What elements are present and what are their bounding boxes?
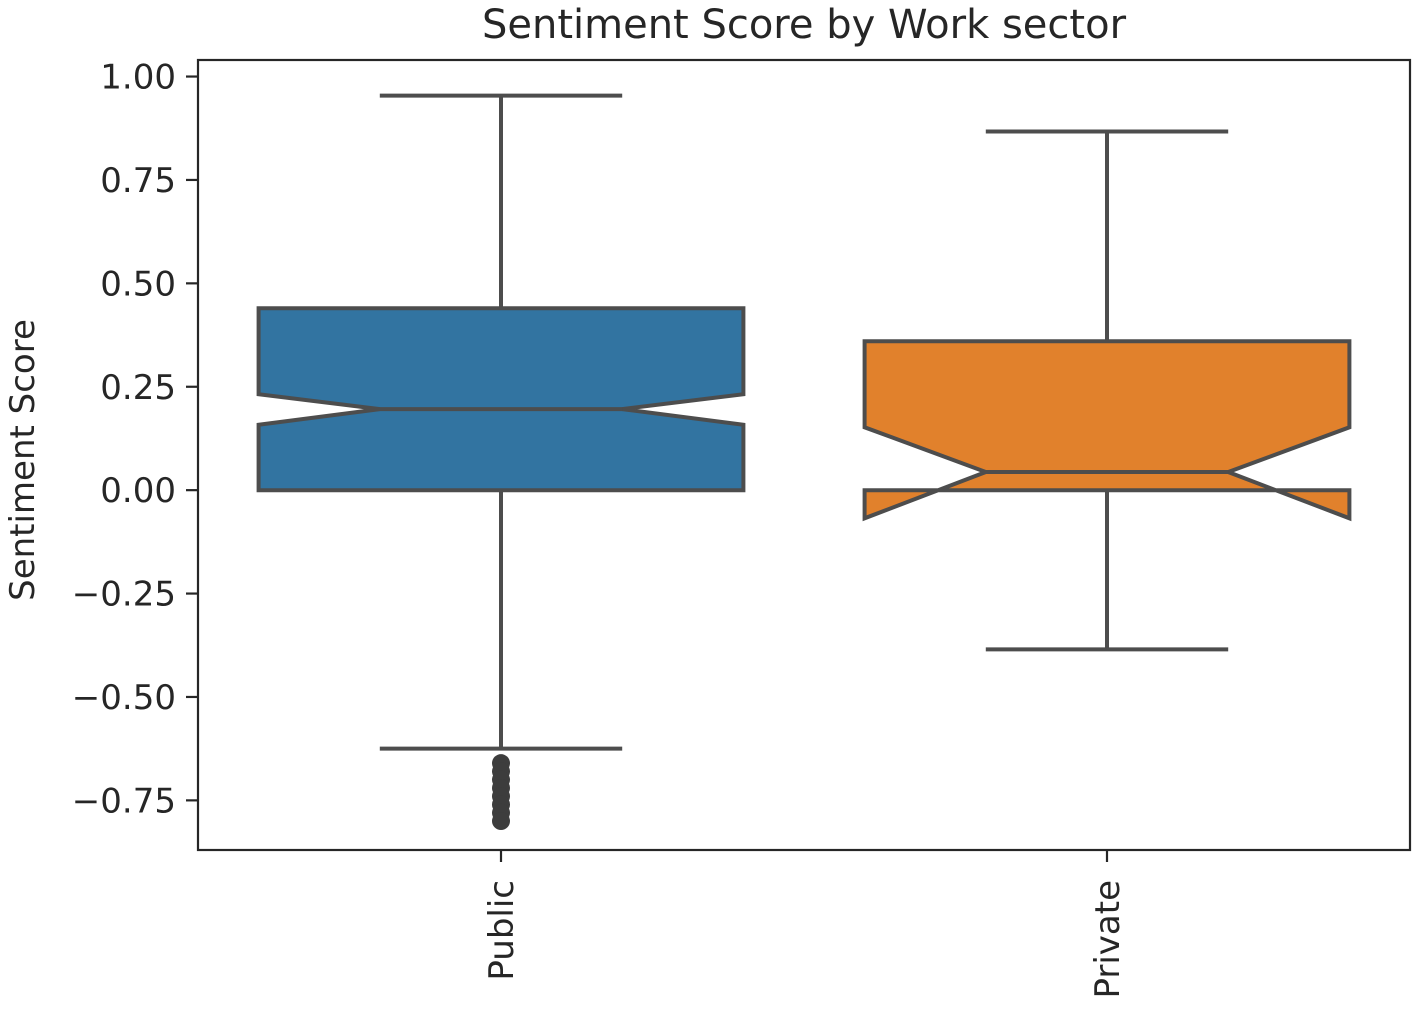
axes-frame [196, 58, 1412, 852]
x-tick-label: Public [482, 880, 522, 981]
y-tick-label: 0.50 [100, 264, 176, 304]
y-tick-label: −0.50 [72, 678, 176, 718]
plot-area [256, 93, 1352, 831]
y-tick-label: 1.00 [100, 58, 176, 98]
box-body [862, 339, 1352, 522]
box-private [862, 129, 1352, 652]
y-axis: 1.00 0.75 0.50 0.25 0.00 −0.25 −0.50 −0.75 [72, 58, 198, 821]
x-tick-label: Private [1088, 880, 1128, 999]
outlier-point [492, 812, 510, 831]
y-tick-label: 0.75 [100, 161, 176, 201]
y-tick-label: −0.75 [72, 781, 176, 821]
y-tick-label: −0.25 [72, 575, 176, 615]
y-axis-label: Sentiment Score [3, 319, 43, 601]
box-public [256, 93, 746, 831]
y-tick-label: 0.00 [100, 471, 176, 511]
x-axis: Public Private [482, 850, 1128, 999]
box-body [256, 306, 746, 493]
y-tick-label: 0.25 [100, 368, 176, 408]
chart-title: Sentiment Score by Work sector [482, 2, 1127, 48]
